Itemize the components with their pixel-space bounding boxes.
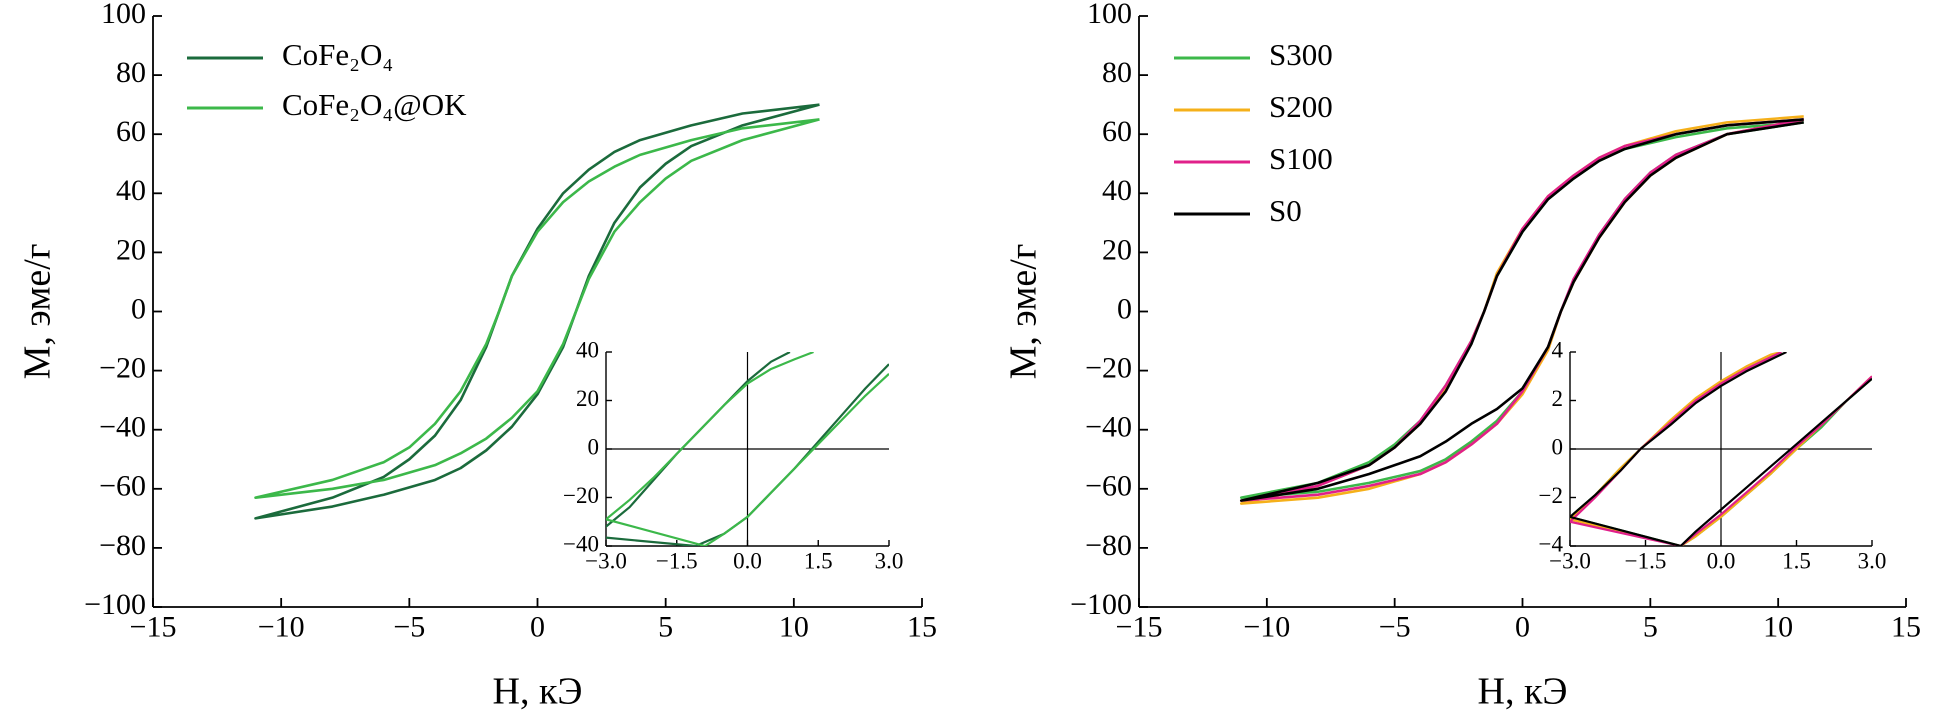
y-tick-label: −40 [563, 531, 599, 556]
x-tick-label: 0.0 [1707, 549, 1736, 574]
y-tick-label: 20 [116, 233, 146, 266]
y-tick-label: −20 [1085, 351, 1132, 384]
plot-area [606, 352, 889, 546]
x-tick-label: 5 [658, 610, 673, 643]
series-line [1570, 352, 1872, 546]
y-tick-label: 80 [1102, 56, 1132, 89]
y-tick-label: 20 [576, 386, 599, 411]
x-tick-label: −1.5 [1625, 549, 1667, 574]
y-tick-label: 4 [1552, 337, 1564, 362]
y-tick-label: 100 [101, 0, 146, 30]
y-tick-label: 20 [1102, 233, 1132, 266]
x-tick-label: 10 [1763, 610, 1793, 643]
x-tick-label: −1.5 [656, 549, 698, 574]
legend-label: CoFe₂O₄ [282, 37, 393, 72]
series-line [1239, 118, 1804, 502]
y-tick-label: −20 [99, 351, 146, 384]
x-tick-label: 1.5 [804, 549, 833, 574]
x-tick-label: 0 [1515, 610, 1530, 643]
legend-label: CoFe₂O₄@OK [282, 87, 467, 122]
x-tick-label: −5 [393, 610, 425, 643]
y-tick-label: 0 [588, 434, 600, 459]
x-tick-label: −5 [1379, 610, 1411, 643]
y-tick-label: −2 [1539, 483, 1563, 508]
x-tick-label: 10 [779, 610, 809, 643]
y-axis-label: M, эме/г [1003, 244, 1045, 380]
legend-label: S200 [1269, 89, 1333, 124]
x-axis-label: H, кЭ [493, 671, 583, 713]
y-axis-label: M, эме/г [17, 244, 59, 380]
y-tick-label: 40 [576, 337, 599, 362]
x-tick-label: 5 [1643, 610, 1658, 643]
y-tick-label: −80 [99, 529, 146, 562]
x-tick-label: 15 [1891, 610, 1921, 643]
x-axis-label: H, кЭ [1478, 671, 1568, 713]
x-tick-label: 3.0 [1858, 549, 1887, 574]
x-tick-label: −10 [1243, 610, 1290, 643]
y-tick-label: 0 [1117, 292, 1132, 325]
y-tick-label: −4 [1539, 531, 1564, 556]
y-tick-label: 60 [116, 115, 146, 148]
x-tick-label: 1.5 [1782, 549, 1811, 574]
inset: −3.0 −1.5 0.0 1.5 3.0 −4 −2 0 2 4 [1539, 337, 1887, 573]
x-tick-label: −3.0 [585, 549, 627, 574]
y-tick-label: 40 [116, 174, 146, 207]
y-tick-label: 2 [1552, 386, 1564, 411]
series-line [1570, 352, 1872, 546]
y-tick-label: −40 [99, 411, 146, 444]
y-tick-label: −40 [1085, 411, 1132, 444]
x-tick-label: 0.0 [733, 549, 762, 574]
legend-label: S100 [1269, 141, 1333, 176]
y-tick-label: 40 [1102, 174, 1132, 207]
y-tick-label: 60 [1102, 115, 1132, 148]
y-tick-label: 0 [131, 292, 146, 325]
legend-label: S300 [1269, 37, 1333, 72]
series-line [1570, 352, 1872, 546]
series-line [606, 352, 889, 546]
panel: −15 −10 −5 0 5 10 15−100−80−60−40−200204060801… [1003, 0, 1921, 713]
x-tick-label: −10 [258, 610, 305, 643]
plot-area [254, 103, 820, 520]
y-tick-label: 80 [116, 56, 146, 89]
x-tick-label: 15 [907, 610, 937, 643]
plot-area [1239, 115, 1804, 505]
legend-label: S0 [1269, 193, 1302, 228]
y-tick-label: −80 [1085, 529, 1132, 562]
plot-area [1570, 352, 1872, 546]
x-tick-label: 3.0 [875, 549, 904, 574]
inset: −3.0 −1.5 0.0 1.5 3.0 −40 −20 0 20 40 [563, 337, 903, 573]
y-tick-label: −20 [563, 483, 599, 508]
x-tick-label: −15 [1116, 610, 1163, 643]
series-line [254, 118, 820, 499]
y-tick-label: −100 [84, 588, 146, 621]
y-tick-label: −60 [1085, 470, 1132, 503]
panel: −15 −10 −5 0 5 10 15 −100 −80 −60 −40 −20 0 20 40 60 80 1… [17, 0, 937, 713]
x-tick-label: 0 [530, 610, 545, 643]
x-tick-label: −3.0 [1549, 549, 1591, 574]
y-tick-label: 0 [1552, 434, 1564, 459]
y-tick-label: −60 [99, 470, 146, 503]
series-line [254, 103, 820, 520]
x-tick-label: −15 [130, 610, 177, 643]
y-tick-label: 100 [1087, 0, 1132, 30]
y-tick-label: −100 [1070, 588, 1132, 621]
